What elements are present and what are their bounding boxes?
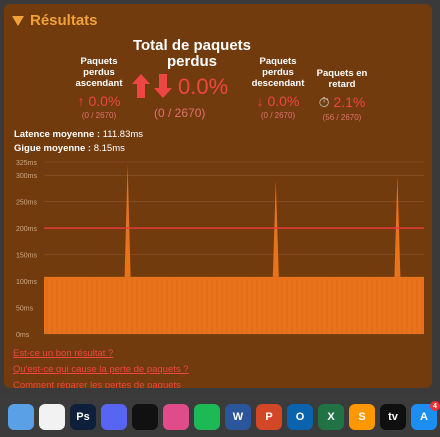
y-tick-label: 200ms bbox=[16, 226, 38, 233]
results-panel: Résultats Paquets perdus ascendant ↑ 0.0… bbox=[4, 4, 432, 388]
total-loss-title: Total de paquets perdus bbox=[132, 37, 252, 70]
latency-line: Latence moyenne : 111.83ms bbox=[14, 129, 144, 140]
late-packets-value: ⏱ 2.1% bbox=[318, 94, 366, 110]
y-tick-label: 150ms bbox=[16, 253, 38, 260]
powerpoint-icon[interactable]: P bbox=[256, 404, 282, 430]
y-tick-label: 300ms bbox=[16, 173, 38, 180]
jitter-line: Gigue moyenne : 8.15ms bbox=[14, 143, 125, 154]
outlook-icon[interactable]: O bbox=[287, 404, 313, 430]
late-packets-stat: Paquets en retard ⏱ 2.1% (56 / 2670) bbox=[310, 68, 374, 122]
excel-icon[interactable]: X bbox=[318, 404, 344, 430]
link-cause-loss[interactable]: Qu'est-ce qui cause la perte de paquets … bbox=[13, 364, 189, 375]
stopwatch-icon: ⏱ bbox=[318, 94, 330, 110]
y-tick-label: 100ms bbox=[16, 279, 38, 286]
link-fix-loss[interactable]: Comment réparer les pertes de paquets bbox=[13, 380, 181, 388]
upload-loss-value: ↑ 0.0% bbox=[77, 93, 121, 109]
discord-icon[interactable] bbox=[101, 404, 127, 430]
link-good-result[interactable]: Est-ce un bon résultat ? bbox=[13, 348, 114, 359]
download-loss-value: ↓ 0.0% bbox=[256, 93, 300, 109]
upload-loss-count: (0 / 2670) bbox=[81, 111, 117, 120]
pink-app-icon[interactable] bbox=[163, 404, 189, 430]
arrow-up-icon: ↑ bbox=[77, 93, 85, 109]
results-title: Résultats bbox=[30, 12, 98, 29]
results-header[interactable]: Résultats bbox=[12, 12, 98, 29]
late-packets-count: (56 / 2670) bbox=[322, 113, 362, 122]
download-loss-stat: Paquets perdus descendant ↓ 0.0% (0 / 26… bbox=[236, 56, 320, 120]
total-loss-count: (0 / 2670) bbox=[154, 106, 206, 120]
y-tick-label: 0ms bbox=[16, 332, 30, 338]
black-circle-app-icon[interactable] bbox=[132, 404, 158, 430]
upload-loss-label: Paquets perdus ascendant bbox=[75, 56, 123, 89]
latency-chart: 0ms 50ms 100ms 150ms 200ms 250ms 300ms 325ms bbox=[16, 160, 424, 338]
download-loss-label: Paquets perdus descendant bbox=[251, 56, 305, 89]
total-loss-value: 0.0% bbox=[132, 74, 228, 100]
appletv-icon[interactable]: tv bbox=[380, 404, 406, 430]
word-icon[interactable]: W bbox=[225, 404, 251, 430]
up-down-arrows-icon bbox=[132, 74, 172, 98]
spotify-icon[interactable] bbox=[194, 404, 220, 430]
y-tick-label: 250ms bbox=[16, 200, 38, 207]
y-tick-label: 325ms bbox=[16, 160, 38, 167]
sublime-icon[interactable]: S bbox=[349, 404, 375, 430]
photoshop-icon[interactable]: Ps bbox=[70, 404, 96, 430]
late-packets-label: Paquets en retard bbox=[316, 68, 368, 90]
finder-icon[interactable] bbox=[8, 404, 34, 430]
collapse-triangle-icon[interactable] bbox=[12, 15, 24, 26]
download-loss-count: (0 / 2670) bbox=[260, 111, 296, 120]
notification-badge: 4 bbox=[430, 401, 440, 411]
latency-spike bbox=[394, 175, 401, 277]
photos-icon[interactable] bbox=[39, 404, 65, 430]
y-tick-label: 50ms bbox=[16, 306, 34, 313]
arrow-down-icon: ↓ bbox=[256, 93, 264, 109]
links-list: Est-ce un bon résultat ? Qu'est-ce qui c… bbox=[13, 348, 189, 388]
upload-loss-stat: Paquets perdus ascendant ↑ 0.0% (0 / 267… bbox=[54, 56, 144, 120]
latency-area bbox=[44, 276, 424, 334]
latency-spike bbox=[124, 164, 131, 277]
